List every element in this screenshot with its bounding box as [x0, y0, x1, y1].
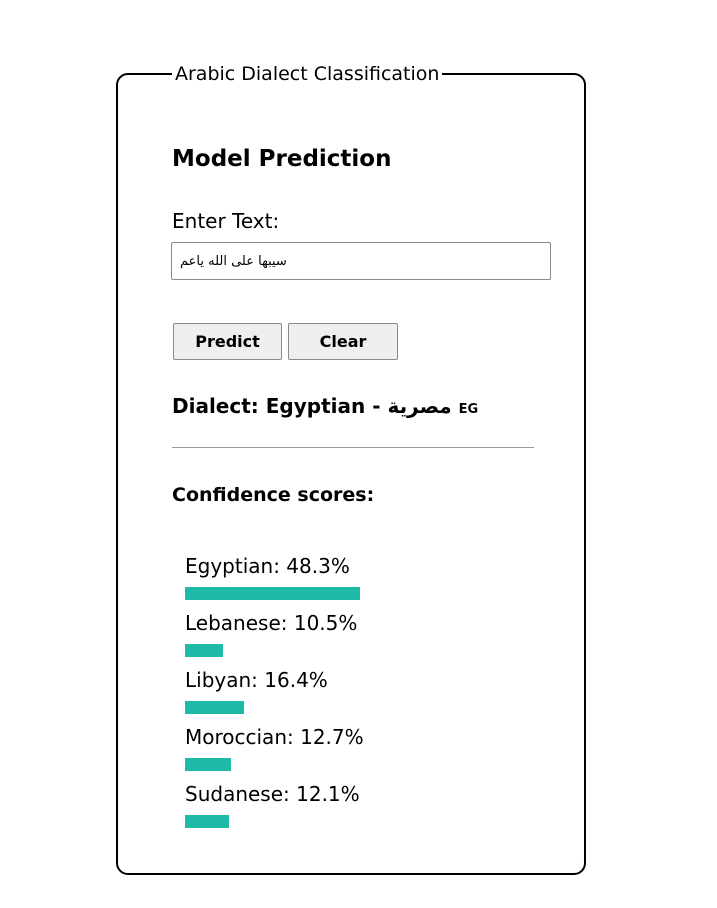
predict-button[interactable]: Predict [173, 323, 282, 360]
score-label: Sudanese: 12.1% [185, 782, 360, 806]
score-bar [185, 815, 229, 828]
score-bar [185, 644, 223, 657]
score-item-sudanese: Sudanese: 12.1% [185, 779, 565, 836]
score-bar [185, 701, 245, 714]
text-input-label: Enter Text: [172, 209, 280, 233]
score-label: Libyan: 16.4% [185, 668, 328, 692]
clear-button[interactable]: Clear [288, 323, 398, 360]
score-label: Moroccian: 12.7% [185, 725, 364, 749]
score-label: Egyptian: 48.3% [185, 554, 350, 578]
dialect-separator: - [372, 394, 381, 418]
dialect-result: Dialect: Egyptian - مصرية EG [172, 392, 478, 424]
dialect-arabic-name: مصرية [387, 394, 452, 418]
score-bar [185, 587, 360, 600]
dialect-name: Egyptian [265, 394, 366, 418]
score-label: Lebanese: 10.5% [185, 611, 358, 635]
score-item-moroccian: Moroccian: 12.7% [185, 722, 565, 779]
dialect-prefix: Dialect: [172, 394, 259, 418]
score-bar [185, 758, 231, 771]
score-item-libyan: Libyan: 16.4% [185, 665, 565, 722]
panel-legend: Arabic Dialect Classification [172, 61, 443, 87]
score-item-lebanese: Lebanese: 10.5% [185, 608, 565, 665]
dialect-country-code: EG [458, 402, 479, 417]
page-title: Model Prediction [172, 146, 392, 172]
score-item-egyptian: Egyptian: 48.3% [185, 551, 565, 608]
confidence-heading: Confidence scores: [172, 484, 375, 506]
text-input[interactable] [171, 242, 551, 280]
divider [172, 447, 534, 448]
confidence-scores-list: Egyptian: 48.3% Lebanese: 10.5% Libyan: … [185, 551, 565, 836]
